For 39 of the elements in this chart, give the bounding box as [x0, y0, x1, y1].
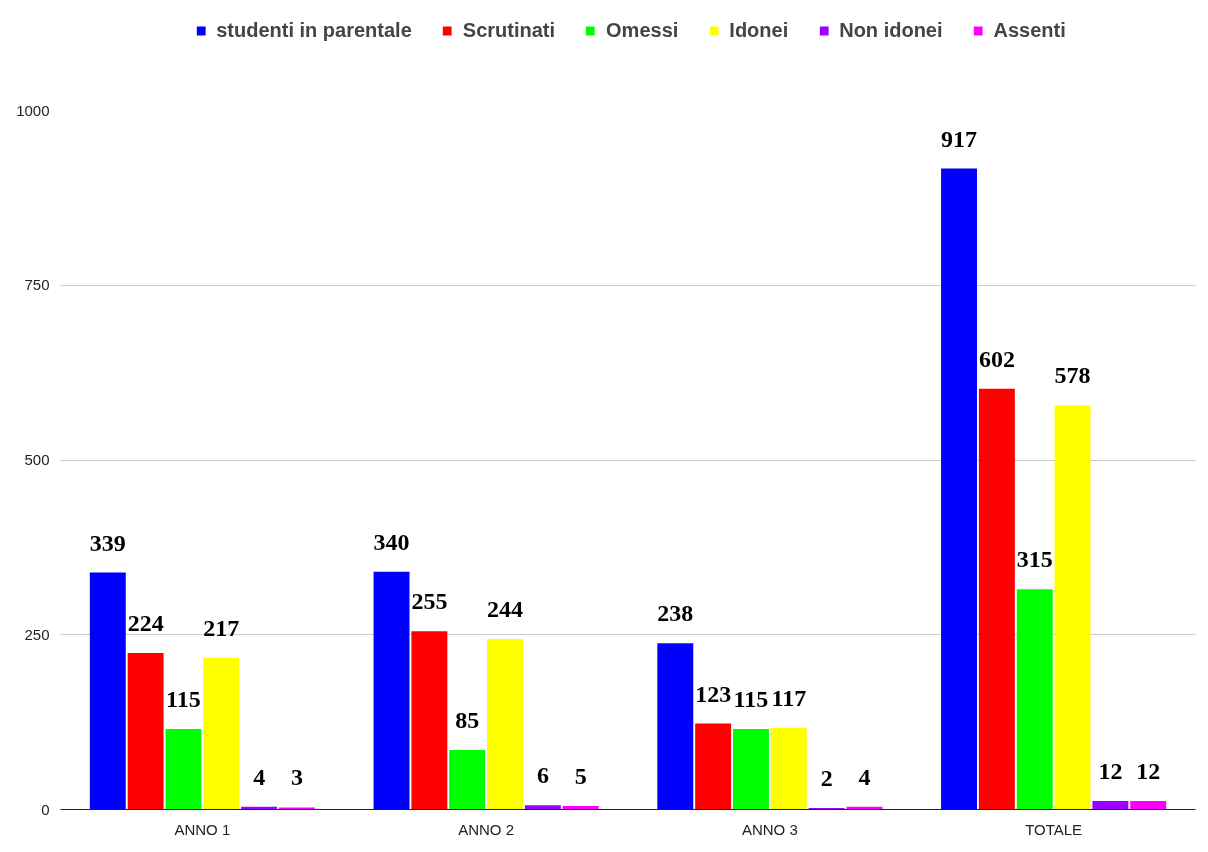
- data-label: 4: [858, 763, 871, 790]
- legend-label: Scrutinati: [462, 18, 556, 42]
- data-label: 224: [127, 609, 164, 636]
- data-label: 2: [820, 765, 833, 792]
- legend-label: studenti in parentale: [216, 18, 412, 42]
- x-tick-label: TOTALE: [1025, 820, 1083, 838]
- legend-label: Assenti: [993, 18, 1066, 42]
- data-label: 578: [1054, 362, 1091, 389]
- x-tick-label: ANNO 3: [741, 820, 798, 838]
- data-label: 6: [536, 762, 549, 789]
- data-label: 255: [411, 588, 448, 615]
- y-tick-label: 250: [24, 625, 50, 643]
- data-label: 238: [657, 600, 694, 627]
- data-label: 4: [253, 763, 266, 790]
- data-label: 339: [89, 529, 126, 556]
- y-tick-label: 0: [41, 800, 50, 818]
- y-tick-label: 750: [24, 276, 50, 294]
- legend-label: Omessi: [606, 18, 679, 42]
- y-tick-label: 500: [24, 451, 50, 468]
- data-label: 12: [1098, 758, 1123, 785]
- data-label: 3: [290, 764, 303, 791]
- data-label: 117: [771, 684, 807, 711]
- data-label: 5: [574, 763, 587, 790]
- x-tick-label: ANNO 2: [458, 820, 515, 838]
- data-label: 315: [1016, 546, 1053, 573]
- data-label: 123: [695, 680, 732, 707]
- data-label: 12: [1136, 758, 1161, 785]
- y-tick-label: 1000: [16, 101, 50, 119]
- data-label: 115: [733, 686, 769, 713]
- data-label: 917: [941, 125, 978, 152]
- legend-label: Idonei: [729, 18, 789, 42]
- x-tick-label: ANNO 1: [174, 820, 231, 838]
- data-label: 217: [203, 614, 240, 641]
- data-label: 602: [978, 345, 1015, 372]
- data-label: 340: [373, 528, 410, 555]
- data-label: 85: [455, 707, 480, 734]
- data-label: 115: [166, 686, 201, 713]
- legend-label: Non idonei: [839, 18, 943, 42]
- data-label: 244: [487, 595, 524, 622]
